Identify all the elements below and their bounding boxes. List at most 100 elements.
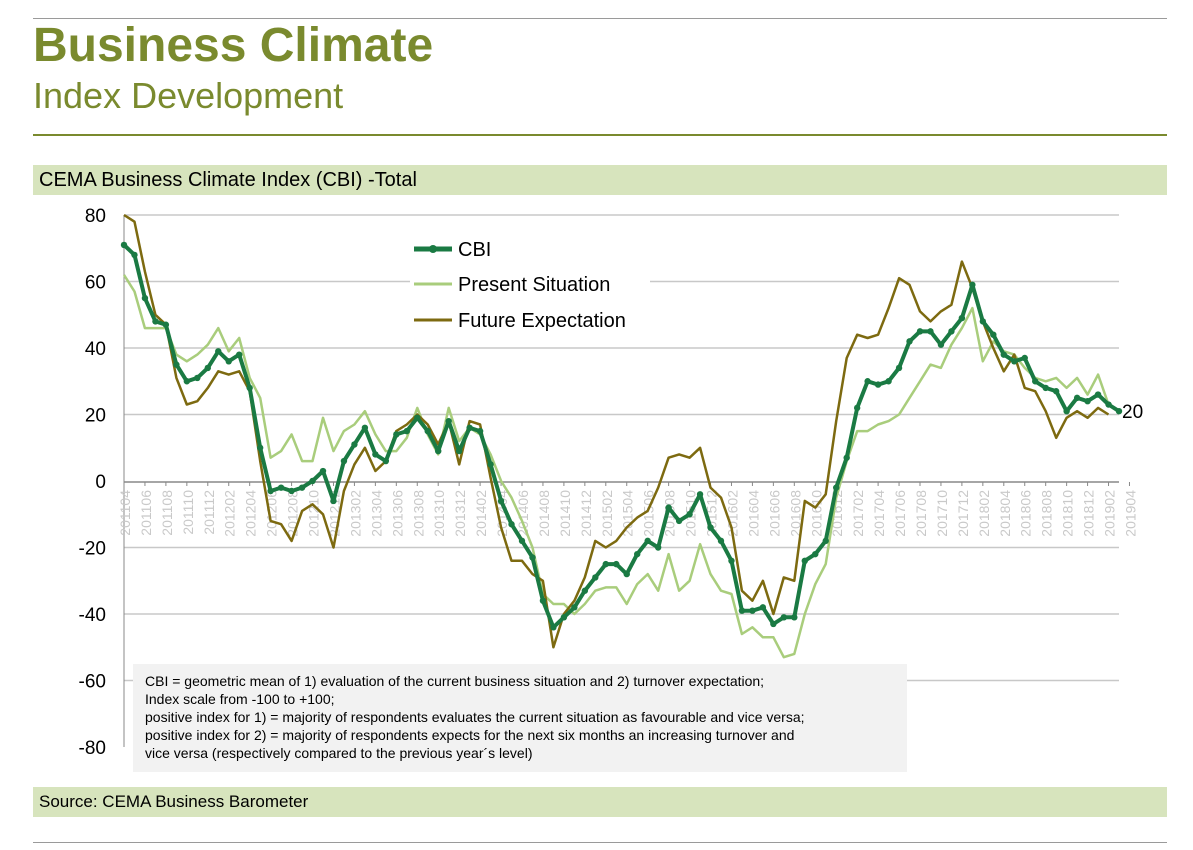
cbi-data-point	[1011, 358, 1018, 365]
cbi-data-point	[801, 557, 808, 564]
x-tick-label: 201112	[201, 490, 217, 535]
note-line: CBI = geometric mean of 1) evaluation of…	[145, 673, 765, 689]
end-value-label: 20	[1122, 402, 1143, 423]
cbi-data-point	[602, 560, 609, 568]
cbi-data-point	[372, 451, 379, 458]
cbi-data-point	[518, 537, 526, 545]
cbi-data-point	[183, 378, 191, 385]
cbi-data-point	[330, 497, 337, 505]
y-tick-label: 60	[85, 273, 106, 294]
series-line-cbi	[122, 243, 1121, 630]
cbi-data-point	[236, 351, 243, 358]
chart-header: CEMA Business Climate Index (CBI) -Total	[33, 165, 1167, 195]
y-tick-label: 20	[85, 406, 106, 427]
cbi-data-point	[937, 341, 945, 348]
cbi-data-point	[885, 378, 892, 385]
cbi-data-point	[738, 607, 746, 614]
x-tick-label: 201806	[1018, 490, 1034, 537]
cbi-data-point	[424, 427, 431, 435]
cbi-data-point	[895, 364, 903, 372]
y-tick-label: -60	[79, 672, 106, 693]
y-tick-label: 40	[85, 339, 106, 360]
x-tick-label: 201606	[766, 490, 782, 537]
y-tick-label: -20	[79, 539, 106, 560]
cbi-data-point	[141, 294, 149, 302]
title-separator	[33, 134, 1167, 136]
y-tick-label: -40	[79, 605, 106, 626]
cbi-data-point	[812, 550, 819, 558]
legend-label: Future Expectation	[458, 310, 626, 332]
cbi-data-point	[1021, 354, 1028, 362]
x-tick-label: 201104	[117, 490, 133, 536]
x-tick-label: 201704	[871, 490, 887, 537]
cbi-data-point	[246, 384, 253, 392]
x-tick-label: 201410	[557, 490, 573, 537]
cbi-data-point	[623, 570, 630, 578]
cbi-data-point	[592, 574, 599, 581]
cbi-data-point	[455, 447, 463, 455]
methodology-note: CBI = geometric mean of 1) evaluation of…	[133, 664, 907, 772]
x-tick-label: 201402	[473, 490, 489, 537]
cbi-data-point	[351, 441, 358, 448]
cbi-data-point	[309, 477, 316, 485]
cbi-data-point	[791, 614, 798, 621]
x-tick-label: 201706	[892, 490, 908, 537]
cbi-data-point	[550, 624, 557, 631]
cbi-data-point	[686, 511, 693, 518]
cbi-data-point	[717, 537, 725, 545]
x-tick-label: 201604	[745, 490, 761, 537]
cbi-data-point	[927, 328, 934, 335]
x-tick-label: 201310	[431, 490, 447, 537]
cbi-data-point	[853, 404, 861, 412]
bottom-rule	[33, 842, 1167, 843]
cbi-data-point	[152, 318, 159, 325]
x-tick-label: 201210	[306, 490, 322, 537]
x-tick-label: 201108	[159, 490, 175, 536]
y-tick-label: 0	[95, 472, 106, 493]
legend-label: CBI	[458, 239, 491, 261]
cbi-data-point	[1063, 407, 1070, 415]
cbi-data-point	[560, 614, 568, 621]
cbi-data-point	[225, 358, 232, 365]
x-tick-label: 201204	[243, 490, 259, 537]
x-tick-label: 201408	[536, 490, 552, 537]
x-tick-label: 201308	[410, 490, 426, 537]
x-tick-label: 201902	[1102, 490, 1118, 537]
legend-label: Present Situation	[458, 274, 610, 296]
cbi-data-point	[770, 620, 777, 628]
cbi-data-point	[780, 614, 788, 621]
x-tick-label: 201512	[704, 490, 720, 537]
note-line: positive index for 1) = majority of resp…	[145, 709, 805, 725]
note-line: positive index for 2) = majority of resp…	[145, 727, 795, 743]
cbi-data-point	[256, 444, 264, 451]
cbi-data-point	[634, 550, 641, 558]
cbi-data-point	[707, 524, 714, 531]
y-tick-label: -80	[79, 738, 106, 759]
series-line-future-expectation	[123, 213, 1110, 649]
x-tick-label: 201608	[787, 490, 803, 537]
x-tick-label: 201904	[1122, 490, 1138, 537]
y-tick-label: 80	[85, 206, 106, 227]
cbi-data-point	[445, 417, 452, 425]
cbi-data-point	[215, 348, 222, 355]
cbi-data-point	[613, 560, 620, 568]
cbi-data-point	[340, 457, 348, 465]
cbi-data-point	[990, 331, 997, 338]
x-tick-label: 201804	[997, 490, 1013, 537]
cbi-data-point	[435, 447, 442, 455]
x-tick-label: 201306	[389, 490, 405, 537]
x-tick-label: 201802	[976, 490, 992, 537]
cbi-data-point	[571, 604, 578, 611]
cbi-data-point	[194, 374, 201, 382]
cbi-data-point	[288, 487, 295, 495]
note-line: vice versa (respectively compared to the…	[145, 745, 533, 761]
x-tick-label: 201502	[599, 490, 615, 537]
x-tick-label: 201610	[808, 490, 824, 537]
cbi-data-point	[529, 554, 536, 561]
x-tick-label: 201808	[1039, 490, 1055, 537]
cbi-data-point	[476, 427, 484, 435]
cbi-data-point	[916, 328, 924, 335]
cbi-data-point	[173, 361, 180, 368]
x-tick-label: 201812	[1081, 490, 1097, 537]
x-tick-label: 201312	[452, 490, 468, 537]
